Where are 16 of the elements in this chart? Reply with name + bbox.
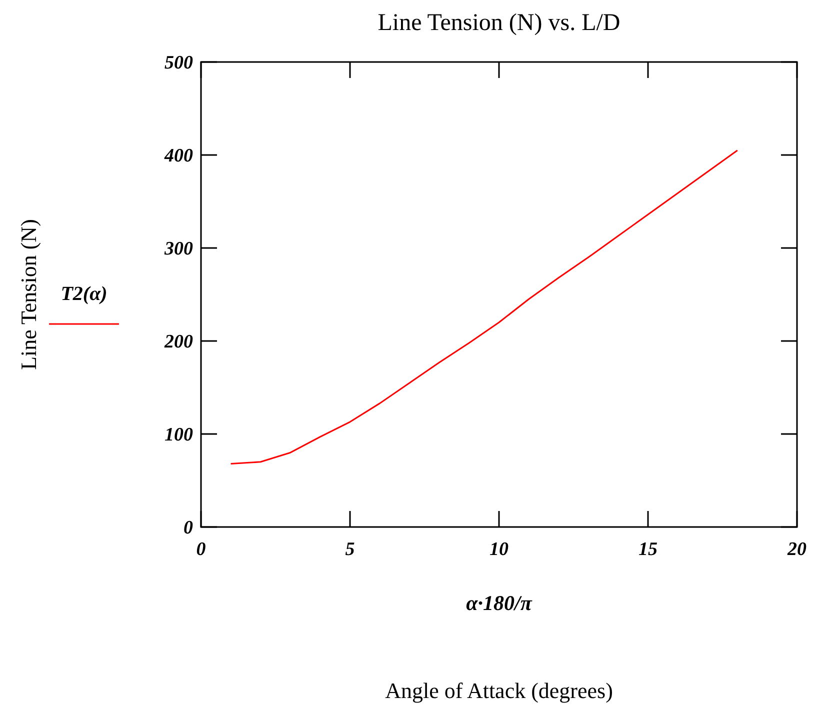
x-tick-label: 15 bbox=[638, 539, 658, 560]
y-tick-label: 400 bbox=[164, 146, 194, 167]
text: Line Tension (N) bbox=[16, 219, 41, 370]
x-tick-label: 0 bbox=[196, 539, 206, 560]
text: T2(α) bbox=[60, 283, 108, 305]
y-tick-label: 200 bbox=[164, 332, 194, 353]
x-tick-label: 10 bbox=[490, 539, 509, 560]
y-tick-label: 500 bbox=[164, 52, 194, 74]
x-axis-title: α·180/π bbox=[466, 591, 532, 615]
y-tick-label: 0 bbox=[184, 518, 194, 539]
x-tick-label: 20 bbox=[786, 539, 807, 560]
y-tick-label: 300 bbox=[164, 238, 194, 260]
y-tick-label: 100 bbox=[164, 424, 194, 446]
x-tick-label: 5 bbox=[345, 539, 356, 560]
chart-title: Line Tension (N) vs. L/D bbox=[378, 10, 620, 36]
text: Angle of Attack (degrees) bbox=[385, 678, 613, 703]
